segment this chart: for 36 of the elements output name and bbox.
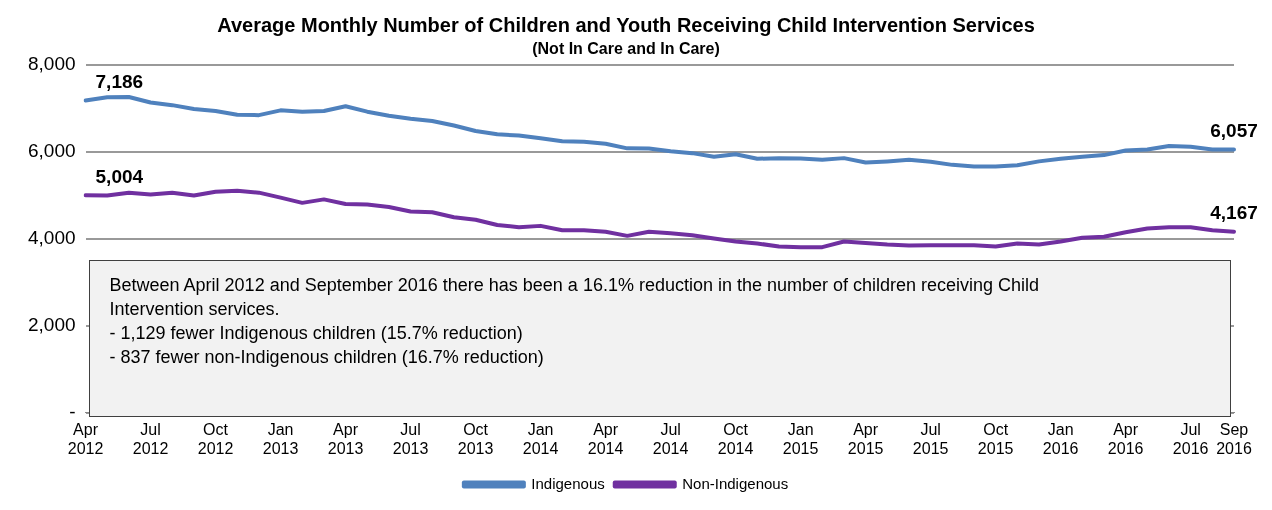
y-tick-label: 4,000 xyxy=(28,227,76,249)
data-label: 7,186 xyxy=(95,71,144,93)
annotation: Between April 2012 and September 2016 there has been a 16.1% reduction in the number of children receiving Child Intervention services. xyxy=(109,273,1041,321)
x-tick-label: Oct 2013 xyxy=(457,420,494,457)
x-tick-label: Jul 2014 xyxy=(652,420,689,457)
legend-label: Non-Indigenous xyxy=(682,474,789,492)
x-tick-label: Jul 2015 xyxy=(912,420,949,457)
x-tick-label: Jan 2015 xyxy=(782,420,819,457)
data-label: 6,057 xyxy=(1210,120,1258,142)
x-tick-label: Sep 2016 xyxy=(1216,420,1252,457)
y-tick-label: 8,000 xyxy=(28,53,76,75)
y-tick-label: 6,000 xyxy=(28,140,76,162)
chart-subtitle: (Not In Care and In Care) xyxy=(532,40,720,58)
x-tick-label: Jan 2016 xyxy=(1042,420,1079,457)
x-tick-label: Jul 2012 xyxy=(132,420,169,457)
x-tick-label: Apr 2016 xyxy=(1107,420,1144,457)
y-tick-label: - xyxy=(69,400,76,422)
legend-label: Indigenous xyxy=(531,474,605,492)
y-tick-label: 2,000 xyxy=(28,313,76,335)
note-box: Between April 2012 and September 2016 there has been a 16.1% reduction in the number of children receiving Child Intervention services. - 1,129 fewer Indigenous children (15.7% reduction) - 837 fewer non-Indigenous children (16.7% reduction) xyxy=(88,259,1231,417)
x-tick-label: Oct 2012 xyxy=(197,420,234,457)
x-tick-label: Apr 2012 xyxy=(67,420,104,457)
data-label: 4,167 xyxy=(1210,202,1258,224)
x-tick-label: Jul 2013 xyxy=(392,420,429,457)
chart-title: Average Monthly Number of Children and Youth Receiving Child Intervention Services xyxy=(217,13,1035,36)
data-label: 5,004 xyxy=(95,166,144,188)
x-tick-label: Oct 2015 xyxy=(977,420,1014,457)
x-tick-label: Apr 2015 xyxy=(847,420,884,457)
annotation: - 1,129 fewer Indigenous children (15.7% reduction) xyxy=(109,321,524,345)
annotation: - 837 fewer non-Indigenous children (16.7% reduction) xyxy=(109,345,545,369)
x-tick-label: Oct 2014 xyxy=(717,420,754,457)
x-tick-label: Jan 2014 xyxy=(522,420,559,457)
x-tick-label: Jul 2016 xyxy=(1172,420,1209,457)
x-tick-label: Jan 2013 xyxy=(262,420,299,457)
x-tick-label: Apr 2013 xyxy=(327,420,364,457)
x-tick-label: Apr 2014 xyxy=(587,420,624,457)
